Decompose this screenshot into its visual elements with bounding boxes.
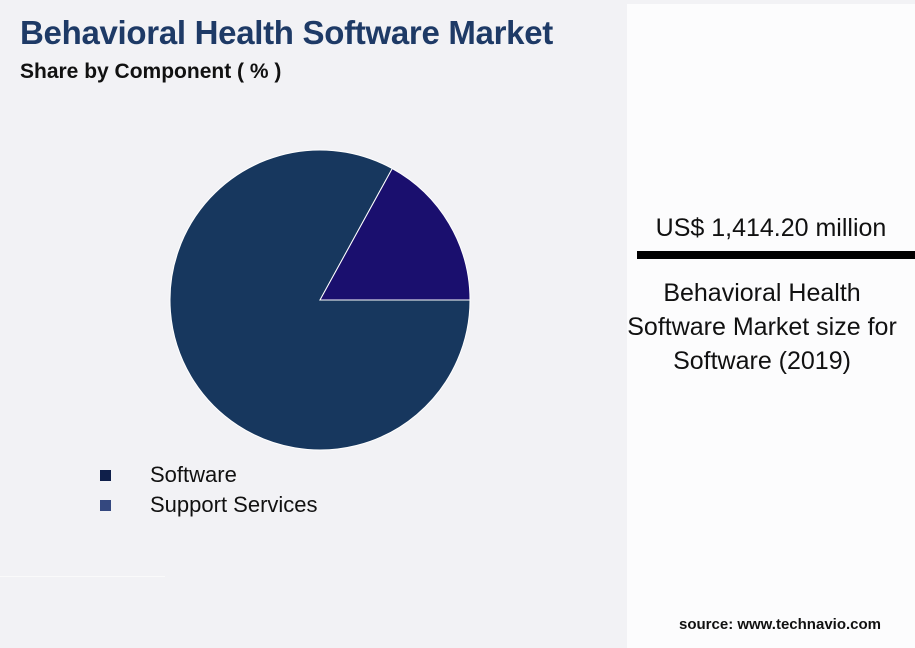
source-text: source: www.technavio.com — [679, 616, 881, 633]
legend-item-software: Software — [100, 462, 237, 488]
legend-swatch-software — [100, 469, 111, 481]
pie-chart — [169, 149, 471, 451]
legend-swatch-support-services — [100, 499, 111, 511]
market-description: Behavioral Health Software Market size f… — [627, 279, 897, 375]
market-value: US$ 1,414.20 million — [655, 214, 887, 242]
legend-label-support-services: Support Services — [150, 492, 318, 517]
pie-slice-support-services — [319, 167, 471, 301]
info-panel: US$ 1,414.20 million Behavioral Health S… — [627, 4, 915, 648]
legend-label-software: Software — [150, 462, 237, 487]
legend-item-support-services: Support Services — [100, 492, 318, 518]
value-underline — [637, 251, 915, 259]
chart-title: Behavioral Health Software Market — [20, 14, 553, 51]
chart-subtitle: Share by Component ( % ) — [20, 60, 282, 83]
divider — [0, 576, 165, 577]
